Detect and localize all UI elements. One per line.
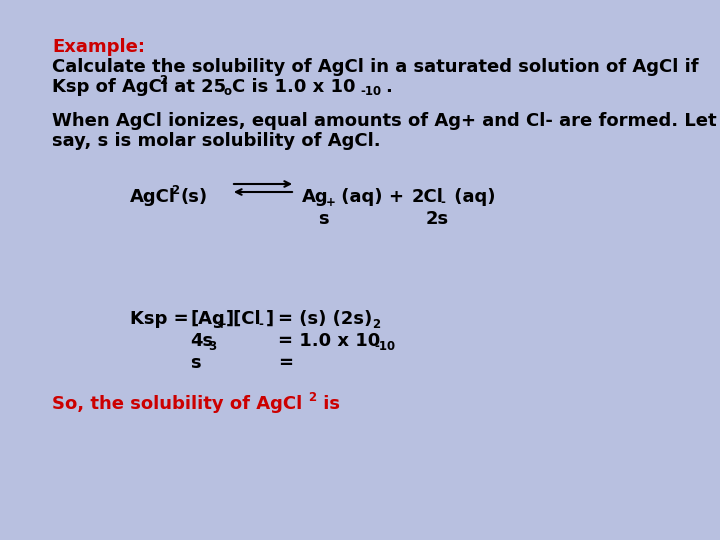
Text: = 1.0 x 10: = 1.0 x 10: [278, 332, 380, 350]
Text: ][Cl: ][Cl: [226, 310, 261, 328]
Text: 2s: 2s: [426, 210, 449, 228]
Text: .: .: [385, 78, 392, 96]
Text: s: s: [190, 354, 201, 372]
Text: 2: 2: [171, 184, 179, 197]
Text: C is 1.0 x 10: C is 1.0 x 10: [232, 78, 356, 96]
Text: +: +: [217, 318, 227, 331]
Text: +: +: [326, 196, 336, 209]
Text: 2: 2: [308, 391, 316, 404]
Text: Example:: Example:: [52, 38, 145, 56]
Text: say, s is molar solubility of AgCl.: say, s is molar solubility of AgCl.: [52, 132, 381, 150]
Text: Ag: Ag: [302, 188, 328, 206]
Text: at 25: at 25: [168, 78, 233, 96]
Text: Ksp =: Ksp =: [130, 310, 195, 328]
Text: o: o: [224, 85, 232, 98]
Text: 2: 2: [372, 318, 380, 331]
Text: (aq): (aq): [448, 188, 495, 206]
Text: So, the solubility of AgCl: So, the solubility of AgCl: [52, 395, 302, 413]
Text: (aq): (aq): [335, 188, 382, 206]
Text: -: -: [258, 318, 263, 331]
Text: +: +: [388, 188, 403, 206]
Text: Ksp of AgCl: Ksp of AgCl: [52, 78, 168, 96]
Text: 4s: 4s: [190, 332, 213, 350]
Text: =: =: [278, 354, 293, 372]
Text: 2: 2: [159, 74, 167, 87]
Text: s: s: [318, 210, 328, 228]
Text: AgCl: AgCl: [130, 188, 176, 206]
Text: When AgCl ionizes, equal amounts of Ag+ and Cl- are formed. Let: When AgCl ionizes, equal amounts of Ag+ …: [52, 112, 716, 130]
Text: [Ag: [Ag: [190, 310, 225, 328]
Text: -10: -10: [374, 340, 395, 353]
Text: is: is: [317, 395, 340, 413]
Text: 2Cl: 2Cl: [412, 188, 444, 206]
Text: (s): (s): [180, 188, 207, 206]
Text: ]: ]: [266, 310, 274, 328]
Text: -10: -10: [360, 85, 381, 98]
Text: Calculate the solubility of AgCl in a saturated solution of AgCl if: Calculate the solubility of AgCl in a sa…: [52, 58, 698, 76]
Text: -: -: [440, 196, 445, 209]
Text: = (s) (2s): = (s) (2s): [278, 310, 372, 328]
Text: 3: 3: [208, 340, 216, 353]
